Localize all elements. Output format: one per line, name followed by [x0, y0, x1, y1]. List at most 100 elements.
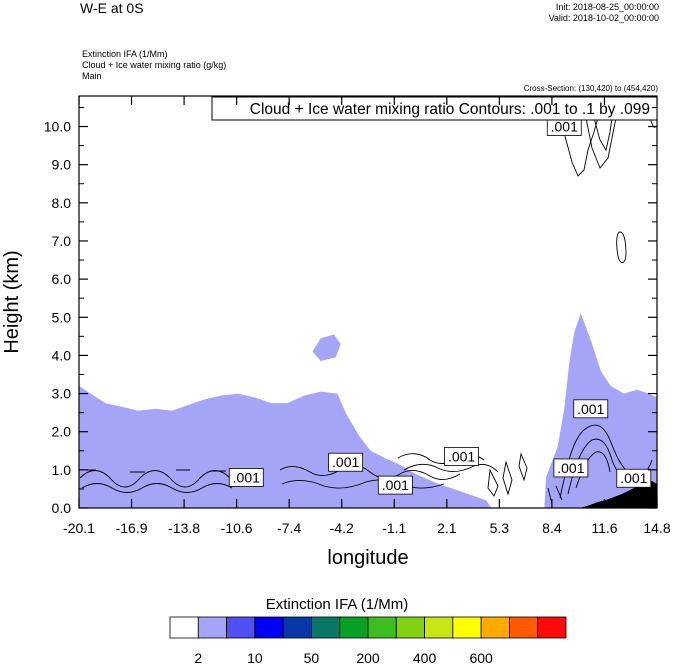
main-title: W-E at 0S: [80, 0, 144, 16]
colorbar-label: 400: [413, 650, 437, 666]
x-tick-label: -20.1: [63, 520, 95, 536]
field-main: Main: [82, 71, 102, 81]
colorbar-swatch: [367, 616, 397, 639]
x-tick-label: -10.6: [221, 520, 253, 536]
colorbar-label: 50: [304, 650, 320, 666]
contour-label: .001: [616, 468, 652, 488]
x-tick-label: -1.1: [382, 520, 406, 536]
axes: -20.1 -16.9 -13.8 -10.6 -7.4 -4.2 -1.1 2.1 5.3 8.…: [44, 96, 671, 536]
extinction-region-2: [312, 334, 341, 362]
contour-label: .001: [377, 475, 413, 495]
colorbar-swatch: [480, 616, 510, 639]
x-tick-label: -7.4: [277, 520, 301, 536]
contour-label-box: [328, 452, 364, 472]
valid-time: Valid: 2018-10-02_00:00:00: [548, 13, 659, 23]
contour-line: [518, 452, 528, 482]
contour-line: [502, 460, 513, 496]
y-tick-label: 7.0: [52, 233, 72, 249]
x-tick-label: 5.3: [490, 520, 510, 536]
contour-label-box: [553, 458, 589, 478]
contour-line: [487, 468, 499, 497]
contour-label-text: .001: [620, 470, 647, 486]
contour-label-text: .001: [551, 119, 578, 135]
contour-label-text: .001: [577, 401, 604, 417]
colorbar-swatch: [311, 616, 341, 639]
x-tick-label: 14.8: [643, 520, 670, 536]
colorbar-swatch: [339, 616, 369, 639]
y-axis-label: Height (km): [1, 250, 23, 353]
x-tick-label: -4.2: [330, 520, 354, 536]
contour-label: .001: [573, 399, 609, 419]
contour-label-text: .001: [382, 477, 409, 493]
y-tick-label: 5.0: [52, 309, 72, 325]
colorbar-swatch: [254, 616, 284, 639]
contour-line: [81, 483, 233, 493]
y-tick-label: 3.0: [52, 386, 72, 402]
contour-label-box: [616, 468, 652, 488]
colorbar-label: 600: [469, 650, 493, 666]
field-description: Extinction IFA (1/Mm) Cloud + Ice water …: [82, 49, 226, 82]
colorbar-swatch: [197, 616, 227, 639]
y-tick-label: 1.0: [52, 462, 72, 478]
contour-line: [403, 463, 499, 473]
contour-label-text: .001: [448, 449, 475, 465]
y-tick-label: 4.0: [52, 347, 72, 363]
contour-label-box: [228, 468, 264, 487]
contour-label-text: .001: [233, 469, 260, 485]
contour-label-box: [377, 475, 413, 495]
terrain-fill: [580, 481, 657, 508]
contour-label-box: [573, 399, 609, 419]
y-tick-label: 0.0: [52, 500, 72, 516]
contour-line: [585, 117, 617, 169]
x-tick-label: -16.9: [116, 520, 148, 536]
contour-line: [593, 117, 613, 152]
extinction-region-4: [166, 437, 240, 453]
contour-line: [616, 231, 627, 263]
y-tick-label: 8.0: [52, 195, 72, 211]
colorbar-swatch: [509, 616, 539, 639]
colorbar-title: Extinction IFA (1/Mm): [265, 596, 409, 613]
y-tick-label: 9.0: [52, 157, 72, 173]
field-extinction: Extinction IFA (1/Mm): [82, 49, 168, 59]
cross-section-label: Cross-Section: (130,420) to (454,420): [523, 84, 658, 93]
colorbar-swatch: [282, 616, 312, 639]
colorbar-label: 200: [356, 650, 380, 666]
plot-frame: [78, 95, 658, 509]
contour-line: [281, 479, 445, 489]
colorbar-swatch: [395, 616, 425, 639]
x-axis-label: longitude: [327, 547, 408, 569]
colorbar-swatch: [537, 616, 567, 639]
y-tick-label: 10.0: [44, 119, 71, 135]
contour-label: .001: [228, 468, 264, 487]
contour-label: .001: [444, 447, 479, 466]
colorbar-swatch: [452, 616, 482, 639]
colorbar-label: 10: [247, 650, 263, 666]
y-tick-label: 6.0: [52, 271, 72, 287]
init-time: Init: 2018-08-25_00:00:00: [555, 2, 659, 12]
contour-line: [559, 117, 599, 177]
colorbar-swatch: [226, 616, 256, 639]
colorbar: 2 10 50 200 400 600: [169, 616, 567, 666]
contour-label: .001: [328, 452, 364, 472]
contour-line: [279, 464, 461, 481]
field-mixing-ratio: Cloud + Ice water mixing ratio (g/kg): [82, 60, 227, 70]
colorbar-swatch: [424, 616, 454, 639]
terrain: [580, 481, 657, 508]
y-tick-label: 2.0: [52, 424, 72, 440]
x-tick-label: -13.8: [168, 520, 200, 536]
contour-labels: .001 .001 .001 .001 .001 .001 .001 .001: [228, 117, 652, 495]
contour-label: .001: [553, 458, 589, 478]
contour-label-text: .001: [332, 454, 359, 470]
x-tick-label: 8.4: [542, 520, 562, 536]
x-tick-label: 11.6: [591, 520, 617, 536]
extinction-region-1: [79, 385, 492, 508]
contour-label-box: [444, 447, 479, 466]
colorbar-swatch: [169, 616, 199, 639]
contour-info-box: Cloud + Ice water mixing ratio Contours:…: [211, 96, 658, 121]
colorbar-label: 2: [194, 650, 202, 666]
contour-line: [86, 469, 226, 473]
contour-info-text: Cloud + Ice water mixing ratio Contours:…: [250, 101, 650, 118]
x-tick-label: 2.1: [437, 520, 457, 536]
contour-info-frame: [211, 96, 658, 121]
